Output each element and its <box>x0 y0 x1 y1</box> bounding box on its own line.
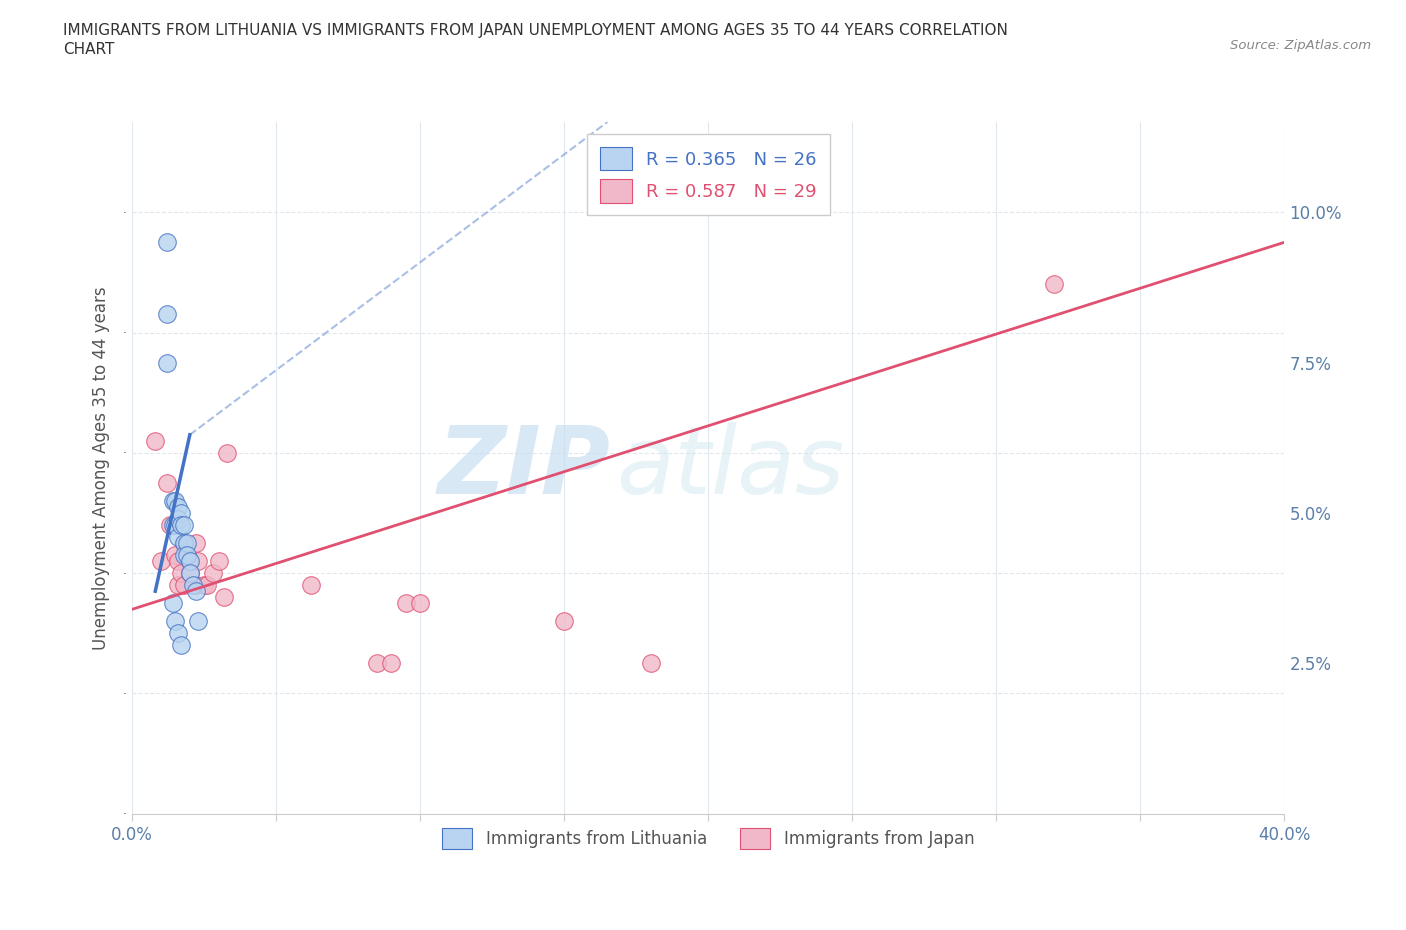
Point <box>217 445 239 460</box>
Point <box>173 536 195 551</box>
Text: IMMIGRANTS FROM LITHUANIA VS IMMIGRANTS FROM JAPAN UNEMPLOYMENT AMONG AGES 35 TO: IMMIGRANTS FROM LITHUANIA VS IMMIGRANTS … <box>63 23 1008 38</box>
Point <box>176 548 198 563</box>
Point <box>553 614 575 629</box>
Point <box>165 518 187 533</box>
Point <box>173 578 195 592</box>
Point <box>366 656 388 671</box>
Point <box>156 355 179 370</box>
Point <box>179 565 201 580</box>
Point <box>173 536 195 551</box>
Point <box>184 584 207 599</box>
Point <box>173 548 195 563</box>
Point <box>299 578 322 592</box>
Point <box>156 475 179 490</box>
Point <box>143 433 166 448</box>
Point <box>187 553 209 568</box>
Point <box>167 553 190 568</box>
Point <box>173 518 195 533</box>
Point <box>640 656 662 671</box>
Point <box>409 596 432 611</box>
Point <box>159 518 181 533</box>
Point <box>170 518 193 533</box>
Point <box>156 235 179 250</box>
Point <box>162 596 184 611</box>
Point <box>184 536 207 551</box>
Text: CHART: CHART <box>63 42 115 57</box>
Point <box>176 536 198 551</box>
Point <box>167 530 190 545</box>
Point <box>167 626 190 641</box>
Point <box>395 596 418 611</box>
Point <box>187 614 209 629</box>
Text: Source: ZipAtlas.com: Source: ZipAtlas.com <box>1230 39 1371 52</box>
Point <box>207 553 229 568</box>
Point <box>165 548 187 563</box>
Point <box>195 578 218 592</box>
Point <box>167 578 190 592</box>
Text: ZIP: ZIP <box>437 422 610 514</box>
Point <box>162 494 184 509</box>
Point <box>165 494 187 509</box>
Text: atlas: atlas <box>616 422 845 513</box>
Point <box>181 578 204 592</box>
Point <box>380 656 402 671</box>
Point <box>170 638 193 653</box>
Point <box>184 578 207 592</box>
Point <box>179 565 201 580</box>
Point <box>214 590 236 604</box>
Point <box>179 553 201 568</box>
Point <box>165 614 187 629</box>
Point <box>170 565 193 580</box>
Point <box>201 565 224 580</box>
Point <box>193 578 215 592</box>
Y-axis label: Unemployment Among Ages 35 to 44 years: Unemployment Among Ages 35 to 44 years <box>93 286 110 650</box>
Legend: Immigrants from Lithuania, Immigrants from Japan: Immigrants from Lithuania, Immigrants fr… <box>434 819 983 857</box>
Point <box>150 553 173 568</box>
Point <box>167 499 190 514</box>
Point <box>170 506 193 521</box>
Point <box>156 307 179 322</box>
Point <box>1043 277 1066 292</box>
Point <box>167 512 190 526</box>
Point <box>179 553 201 568</box>
Point <box>162 518 184 533</box>
